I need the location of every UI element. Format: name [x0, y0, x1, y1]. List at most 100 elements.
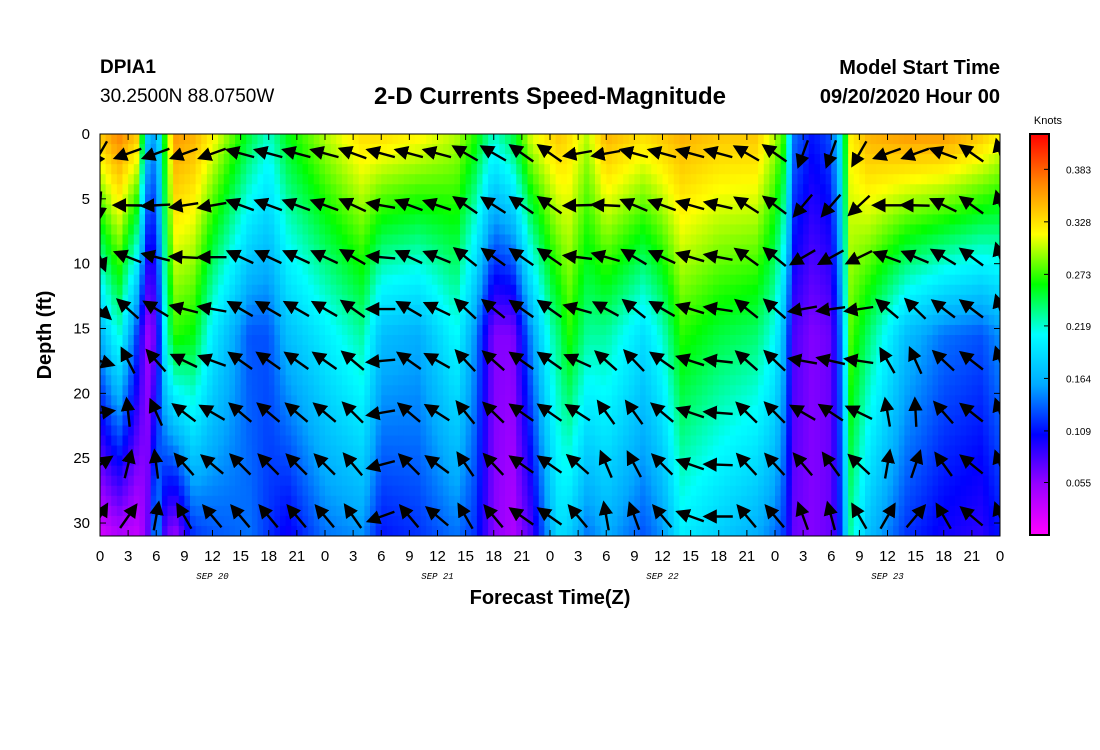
- heatmap-cell: [634, 425, 641, 437]
- heatmap-cell: [696, 455, 703, 467]
- heatmap-cell: [668, 385, 675, 396]
- heatmap-cell: [218, 505, 225, 517]
- heatmap-cell: [482, 164, 489, 175]
- heatmap-cell: [505, 495, 512, 507]
- heatmap-cell: [763, 425, 770, 437]
- heatmap-cell: [285, 274, 292, 286]
- heatmap-cell: [235, 435, 242, 447]
- heatmap-cell: [353, 475, 360, 487]
- heatmap-cell: [246, 154, 253, 165]
- heatmap-cell: [139, 324, 146, 336]
- heatmap-cell: [724, 224, 731, 236]
- heatmap-cell: [611, 314, 619, 326]
- heatmap-cell: [493, 465, 500, 477]
- heatmap-cell: [409, 475, 416, 487]
- heatmap-cell: [533, 254, 540, 266]
- heatmap-cell: [178, 385, 185, 396]
- heatmap-cell: [426, 214, 433, 226]
- heatmap-cell: [521, 194, 529, 205]
- heatmap-cell: [668, 264, 675, 276]
- heatmap-cell: [122, 224, 129, 236]
- heatmap-cell: [156, 314, 163, 326]
- heatmap-cell: [786, 314, 793, 326]
- heatmap-cell: [606, 164, 613, 175]
- heatmap-cell: [566, 284, 574, 296]
- heatmap-cell: [724, 455, 731, 467]
- heatmap-cell: [645, 345, 652, 356]
- heatmap-cell: [285, 465, 292, 477]
- heatmap-cell: [471, 355, 478, 366]
- heatmap-cell: [223, 244, 230, 256]
- heatmap-cell: [718, 445, 725, 457]
- heatmap-cell: [718, 194, 725, 205]
- heatmap-cell: [128, 335, 135, 346]
- heatmap-cell: [786, 224, 793, 236]
- heatmap-cell: [555, 405, 562, 416]
- heatmap-cell: [623, 445, 630, 457]
- heatmap-cell: [679, 314, 686, 326]
- heatmap-cell: [201, 345, 208, 356]
- heatmap-cell: [263, 485, 270, 497]
- heatmap-cell: [105, 375, 112, 386]
- heatmap-cell: [246, 495, 253, 507]
- heatmap-cell: [156, 224, 163, 236]
- heatmap-cell: [786, 274, 793, 286]
- heatmap-cell: [184, 254, 191, 266]
- heatmap-cell: [538, 495, 545, 507]
- heatmap-cell: [302, 164, 309, 175]
- heatmap-cell: [195, 455, 202, 467]
- heatmap-cell: [493, 134, 500, 145]
- heatmap-cell: [437, 134, 444, 145]
- heatmap-cell: [336, 264, 343, 276]
- heatmap-cell: [443, 314, 450, 326]
- heatmap-cell: [116, 475, 124, 487]
- heatmap-cell: [330, 264, 337, 276]
- heatmap-cell: [415, 345, 422, 356]
- heatmap-cell: [516, 164, 523, 175]
- heatmap-cell: [240, 505, 247, 517]
- heatmap-cell: [381, 525, 388, 536]
- heatmap-cell: [555, 415, 562, 427]
- heatmap-cell: [775, 264, 782, 276]
- heatmap-cell: [330, 335, 337, 346]
- heatmap-cell: [645, 525, 652, 536]
- heatmap-cell: [156, 324, 163, 336]
- heatmap-cell: [364, 335, 371, 346]
- heatmap-cell: [274, 134, 281, 145]
- heatmap-cell: [505, 214, 512, 226]
- heatmap-cell: [735, 154, 742, 165]
- heatmap-cell: [600, 154, 607, 165]
- heatmap-cell: [572, 385, 579, 396]
- heatmap-cell: [640, 345, 647, 356]
- heatmap-cell: [746, 445, 754, 457]
- heatmap-cell: [595, 455, 602, 467]
- heatmap-cell: [443, 455, 450, 467]
- heatmap-cell: [111, 335, 118, 346]
- heatmap-cell: [780, 375, 787, 386]
- heatmap-cell: [690, 294, 697, 306]
- heatmap-cell: [718, 375, 725, 386]
- heatmap-cell: [791, 164, 799, 175]
- heatmap-cell: [769, 465, 776, 477]
- heatmap-cell: [668, 154, 675, 165]
- heatmap-cell: [420, 395, 427, 406]
- heatmap-cell: [280, 525, 287, 536]
- heatmap-cell: [741, 174, 748, 185]
- heatmap-cell: [550, 425, 557, 437]
- heatmap-cell: [341, 284, 349, 296]
- heatmap-cell: [550, 134, 557, 145]
- heatmap-cell: [600, 345, 607, 356]
- heatmap-cell: [628, 314, 635, 326]
- heatmap-cell: [246, 134, 253, 145]
- heatmap-cell: [696, 304, 703, 316]
- heatmap-cell: [285, 345, 292, 356]
- heatmap-cell: [426, 224, 433, 236]
- heatmap-cell: [184, 405, 191, 416]
- heatmap-cell: [291, 415, 298, 427]
- heatmap-cell: [206, 184, 214, 195]
- heatmap-cell: [296, 375, 304, 386]
- heatmap-cell: [280, 234, 287, 246]
- heatmap-cell: [291, 314, 298, 326]
- heatmap-cell: [257, 475, 264, 487]
- heatmap-cell: [150, 274, 157, 286]
